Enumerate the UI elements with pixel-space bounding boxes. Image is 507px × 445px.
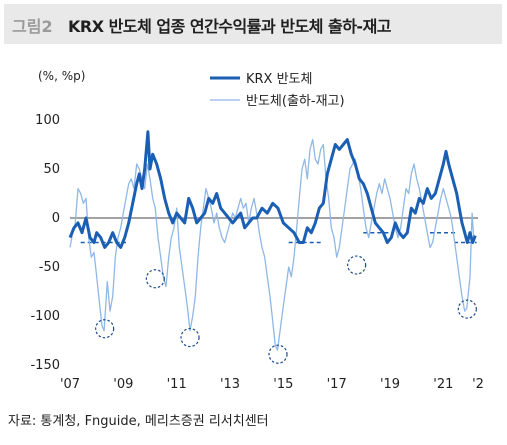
y-tick-label: -50 — [39, 260, 60, 275]
highlight-circle — [180, 327, 200, 348]
x-tick-label: '21 — [433, 377, 453, 392]
highlight-circle — [95, 319, 115, 339]
chart: (%, %p) 100 50 0 -50 -100 -150'07 '09 '11 '13 '15 '… — [30, 69, 484, 392]
highlight-circle — [347, 255, 367, 275]
figure-title: KRX 반도체 업종 연간수익률과 반도체 출하-재고 — [68, 17, 392, 36]
legend-label: 반도체(출하-재고) — [246, 94, 345, 109]
y-tick-label: 0 — [52, 211, 60, 226]
y-tick-label: -150 — [30, 358, 60, 373]
y-tick-label: 100 — [35, 113, 60, 128]
y-tick-label: 50 — [43, 162, 60, 177]
x-tick-label: '19 — [380, 377, 400, 392]
series-line-shipment-inventory — [69, 138, 475, 351]
highlight-circle — [268, 344, 288, 364]
x-tick-label: '07 — [60, 377, 80, 392]
series-line-krx — [68, 130, 477, 249]
x-tick-label: '15 — [273, 377, 293, 392]
unit-label: (%, %p) — [38, 69, 85, 83]
legend-label: KRX 반도체 — [246, 72, 312, 87]
highlight-circle — [145, 269, 165, 289]
highlight-circle — [457, 299, 477, 319]
source-note: 자료: 통계청, Fnguide, 메리츠증권 리서치센터 — [8, 414, 269, 429]
x-tick-label: '2 — [472, 377, 484, 392]
x-tick-label: '13 — [220, 377, 240, 392]
x-tick-label: '17 — [327, 377, 347, 392]
figure-header: 그림2 KRX 반도체 업종 연간수익률과 반도체 출하-재고 — [4, 4, 502, 44]
x-tick-label: '09 — [113, 377, 133, 392]
x-tick-label: '11 — [167, 377, 187, 392]
y-tick-label: -100 — [30, 309, 60, 324]
figure-label: 그림2 — [12, 17, 53, 36]
